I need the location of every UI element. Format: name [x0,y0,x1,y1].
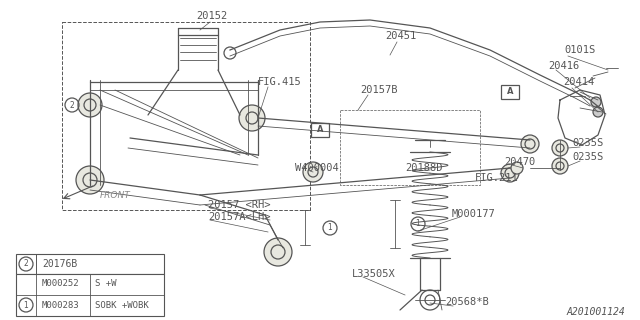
Bar [501,85,519,99]
Bar [16,274,164,316]
Circle shape [501,164,519,182]
Text: 20470: 20470 [504,157,535,167]
Circle shape [78,93,102,117]
Circle shape [593,107,603,117]
Bar [311,123,329,137]
Text: 20176B: 20176B [42,259,77,269]
Text: M000283: M000283 [42,301,79,310]
Text: L33505X: L33505X [352,269,396,279]
Text: 20416: 20416 [548,61,579,71]
Text: 0101S: 0101S [564,45,595,55]
Text: 20188D: 20188D [405,163,442,173]
Text: 1: 1 [24,300,28,309]
Circle shape [239,105,265,131]
Circle shape [264,238,292,266]
Text: FRONT: FRONT [100,191,131,201]
Text: M000177: M000177 [452,209,496,219]
Bar [16,254,164,274]
Text: 20451: 20451 [385,31,416,41]
Circle shape [511,162,523,174]
Text: M000252: M000252 [42,279,79,289]
Text: 0235S: 0235S [572,138,604,148]
Text: 20157 <RH>: 20157 <RH> [208,200,271,210]
Circle shape [552,140,568,156]
Text: 1: 1 [328,223,332,233]
Text: SOBK +WOBK: SOBK +WOBK [95,301,148,310]
Text: 2: 2 [24,260,28,268]
Circle shape [76,166,104,194]
Text: W400004: W400004 [295,163,339,173]
Text: A: A [317,125,323,134]
Text: 2: 2 [70,100,74,109]
Circle shape [303,162,323,182]
Text: FIG.415: FIG.415 [258,77,301,87]
Circle shape [552,158,568,174]
Text: 20568*B: 20568*B [445,297,489,307]
Text: 20157A<LH>: 20157A<LH> [208,212,271,222]
Text: A: A [507,87,513,97]
Text: 1: 1 [415,220,420,228]
Text: A201001124: A201001124 [566,307,625,317]
Circle shape [591,97,601,107]
Text: 20152: 20152 [196,11,227,21]
Bar [62,22,310,210]
Text: 0235S: 0235S [572,152,604,162]
Text: FIG.211: FIG.211 [475,173,519,183]
Text: 20414: 20414 [563,77,595,87]
Text: 20157B: 20157B [360,85,397,95]
Circle shape [521,135,539,153]
Text: S +W: S +W [95,279,116,289]
